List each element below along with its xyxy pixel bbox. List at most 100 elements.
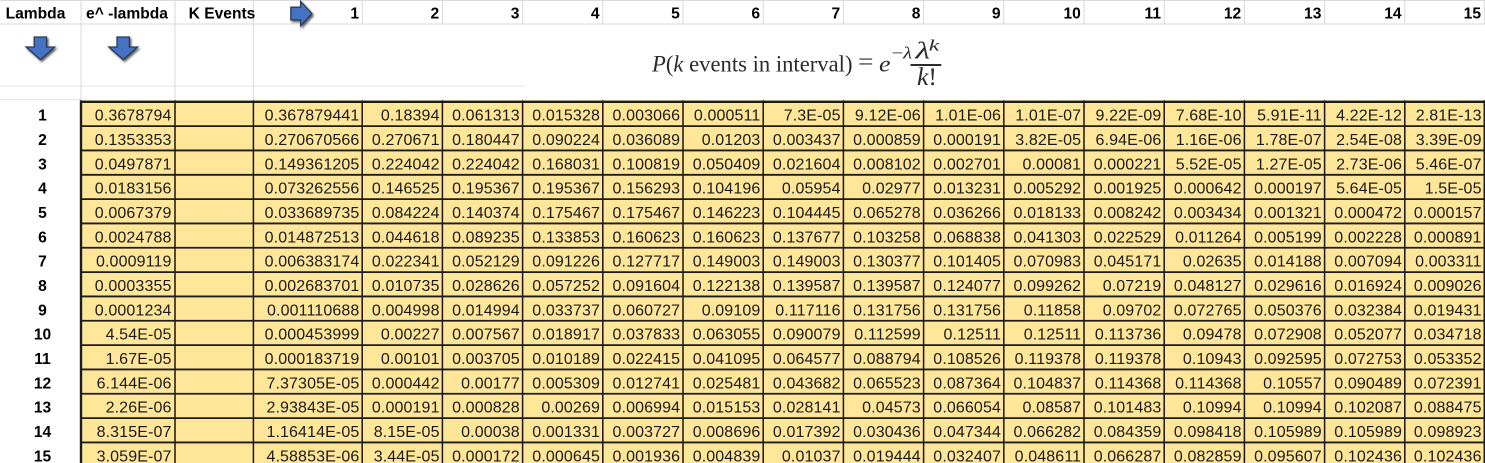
svg-text:0.072765: 0.072765	[1174, 302, 1242, 319]
svg-text:0.00177: 0.00177	[461, 375, 520, 392]
svg-text:7.3E-05: 7.3E-05	[784, 108, 841, 125]
svg-text:0.114368: 0.114368	[1095, 375, 1162, 392]
svg-text:0.041095: 0.041095	[693, 351, 761, 368]
svg-text:0.140374: 0.140374	[452, 205, 520, 222]
svg-text:0.050409: 0.050409	[693, 156, 761, 173]
svg-text:0.015153: 0.015153	[693, 400, 761, 417]
svg-text:0.090489: 0.090489	[1334, 375, 1402, 392]
svg-text:K Events: K Events	[189, 6, 256, 23]
svg-text:9.12E-06: 9.12E-06	[855, 108, 921, 125]
svg-text:0.014188: 0.014188	[1254, 254, 1322, 271]
svg-text:0.04573: 0.04573	[862, 400, 921, 417]
svg-text:0.002228: 0.002228	[1334, 229, 1402, 246]
svg-text:0.004839: 0.004839	[693, 448, 761, 463]
svg-text:15: 15	[34, 448, 52, 463]
svg-text:0.066282: 0.066282	[1013, 424, 1081, 441]
svg-text:8: 8	[912, 6, 921, 23]
svg-text:0.005309: 0.005309	[532, 375, 600, 392]
svg-text:15: 15	[1464, 6, 1482, 23]
svg-text:0.089235: 0.089235	[452, 229, 520, 246]
svg-text:0.0183156: 0.0183156	[95, 181, 172, 198]
svg-text:0.066287: 0.066287	[1094, 448, 1162, 463]
svg-text:0.00269: 0.00269	[541, 400, 600, 417]
svg-text:0.053352: 0.053352	[1414, 351, 1482, 368]
svg-text:4: 4	[591, 6, 600, 23]
svg-text:1.16E-06: 1.16E-06	[1176, 132, 1242, 149]
svg-text:0.000183719: 0.000183719	[265, 351, 360, 368]
svg-text:0.036266: 0.036266	[933, 205, 1001, 222]
svg-text:12: 12	[1224, 6, 1242, 23]
svg-text:5.46E-07: 5.46E-07	[1416, 156, 1482, 173]
svg-text:3.059E-07: 3.059E-07	[97, 448, 172, 463]
svg-text:0.072908: 0.072908	[1254, 327, 1322, 344]
svg-text:0.168031: 0.168031	[532, 156, 600, 173]
svg-text:1.78E-07: 1.78E-07	[1256, 132, 1322, 149]
svg-text:0.003705: 0.003705	[452, 351, 520, 368]
svg-text:0.032407: 0.032407	[933, 448, 1001, 463]
svg-text:0.057252: 0.057252	[532, 278, 600, 295]
svg-text:0.224042: 0.224042	[372, 156, 440, 173]
svg-text:0.050376: 0.050376	[1254, 302, 1322, 319]
svg-text:0.032384: 0.032384	[1334, 302, 1402, 319]
svg-text:0.052129: 0.052129	[452, 254, 520, 271]
svg-text:0.000642: 0.000642	[1174, 181, 1242, 198]
svg-text:3: 3	[38, 156, 47, 173]
svg-text:0.013231: 0.013231	[933, 181, 1001, 198]
svg-text:0.066054: 0.066054	[933, 400, 1001, 417]
svg-text:0.012741: 0.012741	[612, 375, 680, 392]
svg-text:0.104445: 0.104445	[773, 205, 841, 222]
svg-text:0.070983: 0.070983	[1013, 254, 1081, 271]
svg-text:0.1353353: 0.1353353	[95, 132, 172, 149]
svg-text:0.028141: 0.028141	[773, 400, 841, 417]
svg-text:6: 6	[38, 229, 47, 246]
svg-text:0.005199: 0.005199	[1254, 229, 1322, 246]
svg-text:0.0497871: 0.0497871	[95, 156, 172, 173]
svg-text:0.180447: 0.180447	[452, 132, 520, 149]
svg-text:0.091226: 0.091226	[532, 254, 600, 271]
svg-text:0.084224: 0.084224	[372, 205, 440, 222]
svg-text:0.139587: 0.139587	[773, 278, 841, 295]
svg-text:0.101405: 0.101405	[933, 254, 1001, 271]
svg-text:0.10994: 0.10994	[1263, 400, 1322, 417]
svg-text:0.073262556: 0.073262556	[265, 181, 360, 198]
svg-text:0.041303: 0.041303	[1013, 229, 1081, 246]
svg-text:0.12511: 0.12511	[944, 327, 1002, 344]
svg-text:0.008696: 0.008696	[693, 424, 761, 441]
svg-text:0.033689735: 0.033689735	[265, 205, 360, 222]
svg-text:14: 14	[34, 424, 52, 441]
svg-text:0.028626: 0.028626	[452, 278, 520, 295]
svg-text:0.130377: 0.130377	[853, 254, 921, 271]
svg-text:3.82E-05: 3.82E-05	[1015, 132, 1081, 149]
svg-text:0.021604: 0.021604	[773, 156, 841, 173]
svg-text:0.008102: 0.008102	[853, 156, 921, 173]
svg-text:0.000828: 0.000828	[452, 400, 520, 417]
svg-text:0.003727: 0.003727	[612, 424, 680, 441]
svg-text:0.160623: 0.160623	[693, 229, 761, 246]
svg-text:0.09109: 0.09109	[702, 302, 761, 319]
svg-text:0.007567: 0.007567	[452, 327, 520, 344]
svg-text:2.26E-06: 2.26E-06	[106, 400, 172, 417]
svg-text:0.01203: 0.01203	[702, 132, 761, 149]
svg-text:0.122138: 0.122138	[693, 278, 761, 295]
svg-text:0.149003: 0.149003	[773, 254, 841, 271]
svg-text:−λ: − λ	[892, 43, 913, 62]
svg-text:4: 4	[38, 181, 47, 198]
svg-text:2.54E-08: 2.54E-08	[1336, 132, 1402, 149]
svg-text:0.090079: 0.090079	[773, 327, 841, 344]
svg-text:0.146525: 0.146525	[372, 181, 440, 198]
svg-text:0.131756: 0.131756	[853, 302, 921, 319]
svg-text:1: 1	[350, 6, 359, 23]
svg-text:0.025481: 0.025481	[693, 375, 761, 392]
svg-text:0.105989: 0.105989	[1334, 424, 1402, 441]
svg-text:0.0024788: 0.0024788	[95, 229, 172, 246]
svg-text:0.019444: 0.019444	[853, 448, 921, 463]
svg-text:0.003434: 0.003434	[1174, 205, 1242, 222]
svg-text:0.048127: 0.048127	[1174, 278, 1242, 295]
svg-text:2: 2	[431, 6, 440, 23]
svg-text:5.91E-11: 5.91E-11	[1257, 108, 1322, 125]
svg-text:0.160623: 0.160623	[612, 229, 680, 246]
svg-text:0.000442: 0.000442	[372, 375, 440, 392]
svg-text:12: 12	[34, 375, 52, 392]
svg-text:0.088794: 0.088794	[853, 351, 921, 368]
svg-text:10: 10	[34, 327, 52, 344]
